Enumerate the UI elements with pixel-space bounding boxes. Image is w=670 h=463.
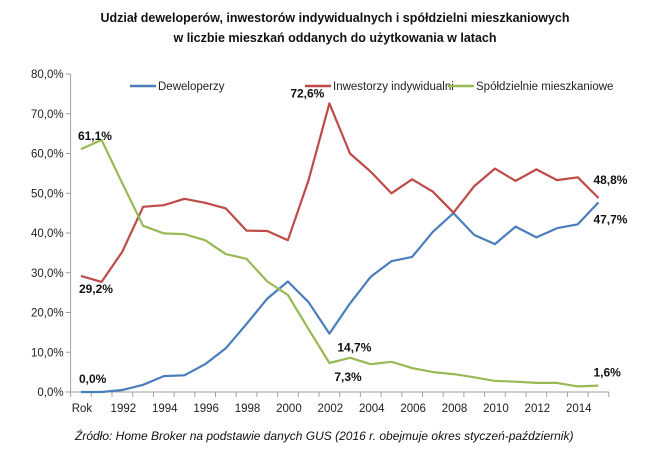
x-tick-label: 2006 — [400, 403, 426, 415]
x-tick-label: 2000 — [276, 403, 302, 415]
series-line-1 — [80, 102, 600, 283]
data-label: 48,8% — [593, 173, 627, 187]
legend-label-1: Inwestorzy indywidualni — [333, 81, 454, 93]
y-tick-label: 0,0% — [37, 387, 63, 399]
legend-label-0: Deweloperzy — [158, 81, 225, 93]
y-tick-label: 50,0% — [31, 188, 64, 200]
chart-title-line-1: Udział deweloperów, inwestorów indywidua… — [100, 11, 570, 25]
source-note: Źródło: Home Broker na podstawie danych … — [75, 429, 574, 443]
x-tick-label: 1996 — [193, 403, 219, 415]
data-label: 14,7% — [337, 341, 371, 355]
data-label: 29,2% — [79, 282, 113, 296]
y-tick-label: 20,0% — [31, 308, 64, 320]
x-tick-label: 2008 — [442, 403, 468, 415]
y-tick-label: 30,0% — [31, 268, 64, 280]
series-line-0 — [80, 201, 600, 394]
data-label: 7,3% — [334, 370, 362, 384]
chart-title: Udział deweloperów, inwestorów indywidua… — [0, 8, 670, 48]
data-label: 1,6% — [593, 366, 621, 380]
y-tick-label: 70,0% — [31, 109, 64, 121]
y-tick-label: 40,0% — [31, 228, 64, 240]
y-tick-label: 10,0% — [31, 347, 64, 359]
x-tick-label: 2004 — [359, 403, 385, 415]
x-tick-label: 2010 — [483, 403, 509, 415]
x-tick-label: 1998 — [235, 403, 261, 415]
chart-title-line-2: w liczbie mieszkań oddanych do użytkowan… — [173, 31, 497, 45]
x-tick-label: 2012 — [525, 403, 551, 415]
x-tick-label: 1994 — [152, 403, 178, 415]
data-label: 47,7% — [593, 212, 627, 226]
x-tick-label: Rok — [72, 403, 93, 415]
x-tick-label: 1992 — [111, 403, 137, 415]
data-label: 72,6% — [290, 86, 324, 100]
data-label: 61,1% — [78, 129, 112, 143]
y-tick-label: 60,0% — [31, 149, 64, 161]
x-tick-label: 2014 — [566, 403, 592, 415]
x-tick-label: 2002 — [318, 403, 344, 415]
y-tick-label: 80,0% — [31, 69, 64, 81]
data-label: 0,0% — [79, 372, 107, 386]
legend-label-2: Spółdzielnie mieszkaniowe — [476, 81, 613, 93]
series-line-2 — [80, 138, 599, 388]
